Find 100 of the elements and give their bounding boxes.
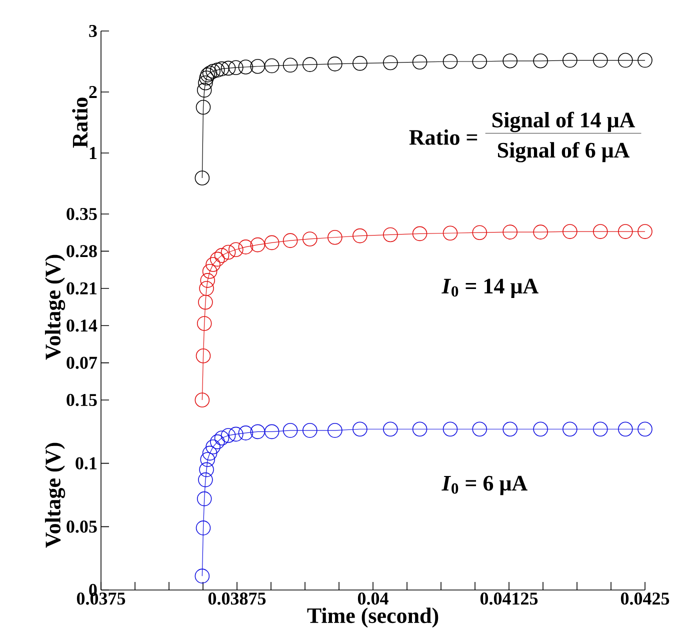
point	[238, 426, 254, 440]
point	[618, 422, 633, 437]
point	[352, 56, 368, 71]
point	[328, 230, 342, 245]
point	[199, 281, 214, 296]
point	[196, 100, 211, 115]
y-tick-label: 0.28	[66, 245, 97, 258]
point	[228, 242, 244, 258]
point	[214, 61, 230, 76]
point	[442, 422, 458, 437]
point	[638, 422, 652, 437]
point	[264, 58, 280, 74]
point	[238, 60, 254, 74]
point	[533, 224, 548, 240]
point	[220, 244, 236, 260]
point	[302, 57, 318, 72]
y-tick-label: 0.14	[66, 319, 98, 332]
y-tick-label: 2	[89, 86, 97, 98]
y-tick-label: 0.21	[66, 282, 97, 295]
point	[250, 424, 266, 440]
y-tick-label: 0.1	[76, 457, 97, 470]
point	[328, 56, 342, 72]
point	[196, 316, 212, 331]
point	[302, 232, 318, 246]
point	[352, 228, 368, 244]
point	[220, 428, 236, 443]
point	[328, 423, 342, 438]
point	[210, 62, 225, 78]
point	[200, 273, 216, 288]
point	[202, 446, 218, 461]
point	[210, 252, 225, 267]
point	[264, 235, 280, 250]
y-axis-title: Voltage (V)	[44, 254, 66, 360]
point	[194, 170, 210, 186]
y-axis-title: Ratio	[72, 98, 88, 148]
point	[618, 52, 633, 68]
point	[282, 423, 298, 438]
point	[533, 53, 548, 68]
y-tick-label: 3	[89, 24, 97, 38]
point	[562, 224, 578, 239]
annotation: I$_{0}$ = 6 μA	[442, 476, 528, 496]
point	[302, 423, 318, 438]
point	[592, 224, 608, 239]
point	[502, 224, 518, 240]
point	[210, 434, 225, 450]
annotation: Signal of 6 μA	[498, 142, 630, 162]
point	[199, 70, 214, 86]
point	[533, 422, 548, 437]
point	[562, 422, 578, 437]
point	[214, 248, 230, 263]
point	[638, 52, 652, 68]
point	[206, 257, 220, 272]
point	[352, 422, 368, 437]
y-tick-label: 0.35	[66, 208, 97, 220]
y-tick-label: 0.05	[66, 520, 97, 533]
point	[282, 58, 298, 73]
point	[264, 424, 280, 440]
x-tick-label: 0.04125	[480, 592, 538, 605]
x-tick-label: 0.03875	[208, 592, 266, 605]
point	[472, 225, 488, 240]
point	[228, 426, 244, 442]
point	[196, 348, 211, 364]
point	[502, 422, 518, 437]
point	[383, 55, 398, 70]
x-axis-title: Time (second)	[307, 608, 438, 628]
point	[383, 227, 398, 242]
point	[196, 520, 211, 536]
point	[412, 54, 428, 70]
point	[472, 54, 488, 69]
point	[618, 224, 633, 239]
point	[412, 422, 428, 437]
point	[592, 422, 608, 437]
point	[202, 264, 218, 279]
point	[412, 226, 428, 242]
point	[562, 52, 578, 68]
point	[198, 472, 213, 488]
point	[592, 52, 608, 68]
point	[198, 75, 213, 90]
x-tick-label: 0.0425	[620, 592, 670, 605]
point	[472, 422, 488, 437]
point	[196, 82, 212, 98]
annotation: I$_{0}$ = 14 μA	[442, 278, 538, 298]
y-axis-title: Voltage (V)	[44, 442, 66, 548]
point	[206, 64, 220, 79]
point	[442, 54, 458, 69]
point	[250, 237, 266, 252]
point	[220, 60, 236, 76]
point	[383, 422, 398, 437]
point	[228, 60, 244, 75]
annotation: Signal of 14 μA	[492, 112, 636, 132]
x-tick-label: 0.04	[358, 592, 388, 605]
point	[638, 224, 652, 239]
point	[214, 430, 230, 446]
point	[238, 240, 254, 254]
point	[199, 462, 214, 478]
point	[206, 439, 220, 454]
point	[194, 568, 210, 584]
point	[502, 53, 518, 68]
y-tick-label: 0.07	[66, 356, 98, 369]
annotation: Ratio =	[409, 129, 478, 145]
